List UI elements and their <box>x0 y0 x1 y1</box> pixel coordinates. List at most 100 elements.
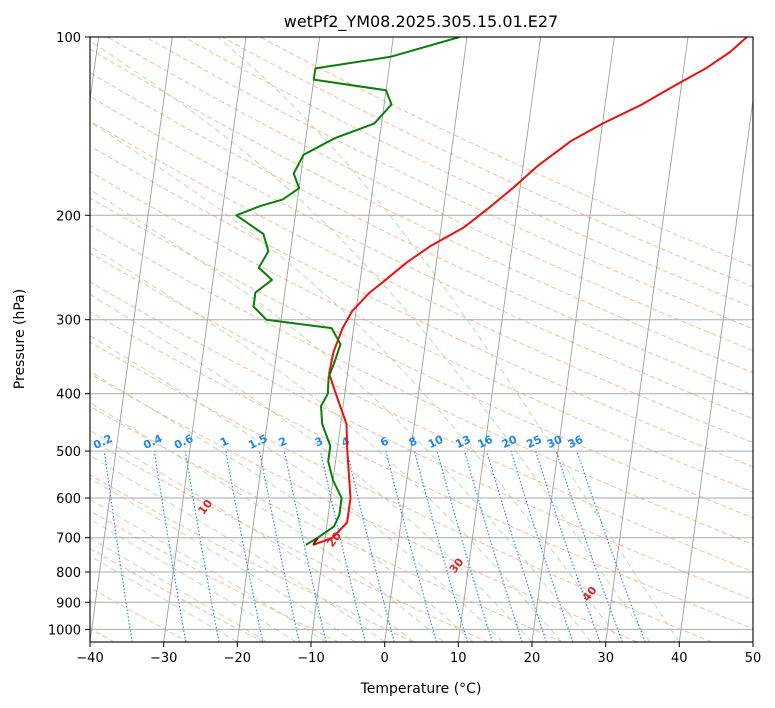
moist-adiabat-line <box>90 121 621 642</box>
moist-adiabat-line <box>90 370 474 642</box>
mixing-ratio-label: 25 <box>524 433 543 451</box>
dry-adiabat-line <box>90 474 414 642</box>
dry-adiabat-label: 40 <box>580 584 600 604</box>
dry-adiabat-label: 30 <box>447 555 467 575</box>
mixing-ratio-line <box>576 450 646 642</box>
chart-title: wetPf2_YM08.2025.305.15.01.E27 <box>284 12 558 32</box>
dry-adiabat-line <box>90 48 753 374</box>
y-tick-label: 1000 <box>48 623 81 638</box>
mixing-ratio-label: 30 <box>545 433 565 451</box>
y-tick-label: 600 <box>56 492 81 507</box>
y-tick-label: 300 <box>56 314 81 329</box>
reference-lines <box>90 37 753 642</box>
x-tick-label: −20 <box>224 651 251 666</box>
x-tick-label: 50 <box>745 651 762 666</box>
parcel-profile-line <box>312 537 319 546</box>
mixing-ratio-line <box>464 450 523 642</box>
x-axis-label: Temperature (°C) <box>360 681 482 697</box>
isotherm-line <box>457 37 542 642</box>
x-tick-label: −10 <box>297 651 324 666</box>
isotherm-line <box>163 37 247 642</box>
mixing-ratio-label: 13 <box>453 433 472 451</box>
dry-adiabat-line <box>145 37 753 330</box>
x-tick-label: −40 <box>76 651 103 666</box>
y-tick-label: 200 <box>56 209 81 224</box>
dry-adiabat-line <box>90 224 753 545</box>
dry-adiabat-line <box>90 341 712 642</box>
isotherm-line <box>236 37 321 642</box>
dry-adiabat-line <box>90 145 753 468</box>
dry-adiabat-line <box>90 120 753 444</box>
mixing-ratio-line <box>225 451 264 642</box>
mixing-ratio-line <box>103 451 133 642</box>
moist-adiabat-line <box>90 555 238 642</box>
x-tick-label: −30 <box>150 651 177 666</box>
mixing-ratio-label: 3 <box>313 434 325 449</box>
dry-adiabat-line <box>90 71 753 396</box>
dry-adiabat-line <box>90 405 563 642</box>
grid-lines <box>90 37 753 642</box>
mixing-ratio-line <box>486 450 547 642</box>
mixing-ratio-line <box>535 450 601 642</box>
x-tick-label: 10 <box>450 651 467 666</box>
x-tick-label: 20 <box>524 651 541 666</box>
dry-adiabat-line <box>90 310 753 630</box>
mixing-ratio-line <box>555 450 623 642</box>
y-axis-ticks: 100 200 300 400 500 600 700 800 900 1000 <box>48 31 90 638</box>
moist-adiabat-line <box>90 402 444 642</box>
dry-adiabat-line <box>90 197 753 519</box>
mixing-ratio-label: 2 <box>277 434 289 449</box>
dewpoint-profile-line <box>235 37 460 546</box>
mixing-ratio-line <box>346 450 395 642</box>
moist-adiabat-line <box>90 537 268 642</box>
dry-adiabat-line <box>90 439 488 642</box>
dry-adiabat-line <box>183 37 753 309</box>
mixing-ratio-label: 1 <box>218 434 230 449</box>
isotherm-line <box>678 96 753 642</box>
isotherm-line <box>752 638 753 642</box>
x-axis-ticks: −40 −30 −20 −10 0 10 20 30 40 50 <box>76 642 761 666</box>
moist-adiabat-line <box>90 335 503 642</box>
y-tick-label: 800 <box>56 566 81 581</box>
moist-adiabat-line <box>90 454 385 642</box>
isotherm-line <box>310 37 394 642</box>
y-tick-label: 700 <box>56 532 81 547</box>
mixing-ratio-line <box>436 450 493 642</box>
isotherm-line <box>384 37 468 642</box>
data-series <box>235 37 748 546</box>
moist-adiabat-line <box>90 518 297 642</box>
moist-adiabat-line <box>90 188 592 642</box>
mixing-ratio-label: 0.4 <box>141 432 164 452</box>
isotherm-line <box>90 37 100 104</box>
x-tick-label: 0 <box>381 651 389 666</box>
mixing-ratio-line <box>184 451 220 642</box>
moist-adiabat-line <box>90 40 651 642</box>
mixing-ratio-line <box>413 450 469 642</box>
temperature-profile-line <box>312 37 748 546</box>
mixing-ratio-label: 10 <box>426 433 446 451</box>
mixing-ratio-label: 0.2 <box>91 432 114 452</box>
dry-adiabat-line <box>107 37 753 352</box>
y-tick-label: 500 <box>56 445 81 460</box>
x-tick-label: 40 <box>671 651 688 666</box>
mixing-ratio-label: 8 <box>407 434 419 449</box>
dry-adiabat-line <box>90 281 753 601</box>
dry-adiabat-line <box>90 373 638 642</box>
dry-adiabat-label: 0 <box>73 465 88 479</box>
moist-adiabat-line <box>90 293 533 642</box>
isotherm-line <box>605 37 689 642</box>
y-tick-label: 900 <box>56 596 81 611</box>
moist-adiabat-line <box>90 498 326 642</box>
mixing-ratio-label: 36 <box>566 433 586 451</box>
mixing-ratio-line <box>385 450 437 642</box>
mixing-ratio-label: 20 <box>500 433 520 451</box>
dry-adiabat-line <box>90 587 190 642</box>
mixing-ratio-line <box>510 450 574 642</box>
mixing-ratio-line <box>283 450 327 642</box>
mixing-ratio-label: 6 <box>378 434 391 449</box>
x-tick-label: 30 <box>597 651 614 666</box>
mixing-ratio-line <box>319 450 366 642</box>
mixing-ratio-label: 16 <box>476 433 496 451</box>
dry-adiabat-line <box>90 252 753 573</box>
